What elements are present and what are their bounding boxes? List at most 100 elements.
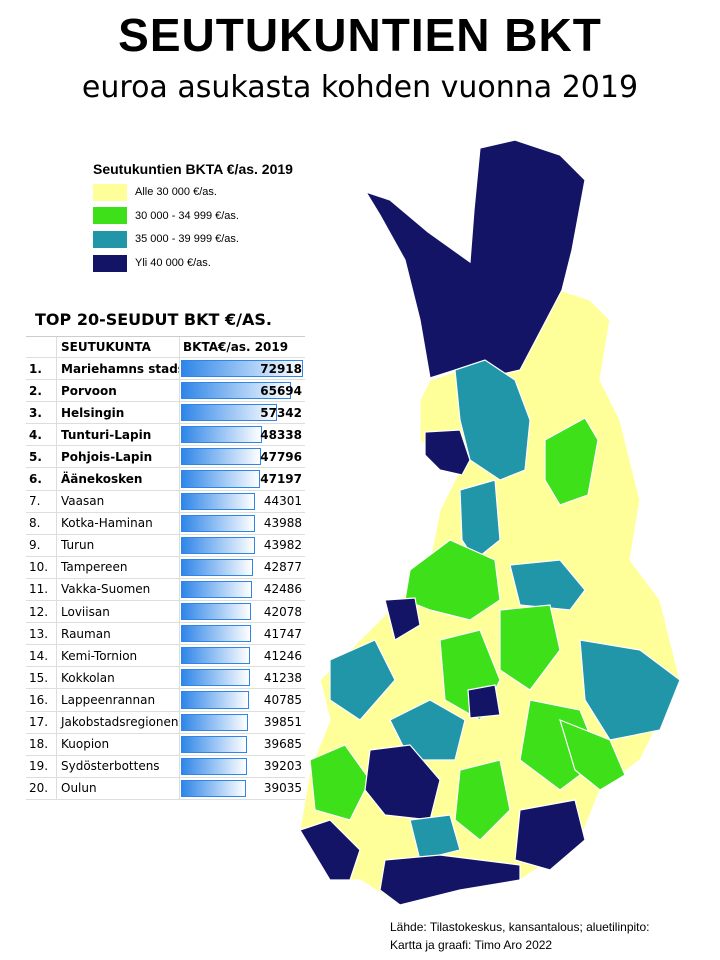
- value: 39685: [263, 737, 302, 752]
- region-name: Kemi-Tornion: [57, 645, 180, 667]
- value-cell: 41246: [180, 645, 305, 666]
- data-bar: [181, 426, 262, 444]
- value-cell: 41747: [180, 623, 305, 644]
- region-name: Sydösterbottens: [57, 755, 180, 777]
- rank: 20.: [26, 777, 57, 799]
- table-row: 4. Tunturi-Lapin 48338: [26, 424, 305, 447]
- value-cell: 47197: [180, 468, 305, 489]
- region: [424, 429, 471, 476]
- rank: 10.: [26, 556, 57, 578]
- rank: 6.: [26, 468, 57, 490]
- table-row: 3. Helsingin 57342: [26, 402, 305, 425]
- region: [329, 639, 396, 721]
- value-cell: 40785: [180, 689, 305, 710]
- header-cell: [26, 337, 57, 357]
- table-row: 11. Vakka-Suomen 42486: [26, 578, 305, 602]
- data-bar: [181, 647, 250, 665]
- region: [499, 604, 561, 691]
- data-bar: [181, 536, 255, 554]
- data-bar: [181, 514, 255, 532]
- table-row: 16. Lappeenrannan 40785: [26, 689, 305, 712]
- table-row: 18. Kuopion 39685: [26, 733, 305, 756]
- legend-label: 35 000 - 39 999 €/as.: [135, 233, 239, 246]
- rank: 15.: [26, 667, 57, 689]
- table-title: TOP 20-SEUDUT BKT €/AS.: [35, 310, 272, 329]
- table: SEUTUKUNTA BKTA€/as. 2019 1. Mariehamns sta…: [26, 336, 305, 800]
- header-cell: SEUTUKUNTA: [57, 337, 180, 357]
- value: 43988: [263, 516, 302, 531]
- data-bar: [181, 691, 250, 709]
- value: 39851: [263, 715, 302, 730]
- data-bar: [181, 360, 303, 378]
- value-cell: 42877: [180, 557, 305, 578]
- region: [559, 718, 626, 791]
- value-cell: 72918: [180, 358, 305, 379]
- region-name: Porvoon: [57, 380, 180, 402]
- value: 42877: [263, 560, 302, 575]
- rank: 12.: [26, 601, 57, 623]
- source: Kartta ja graafi: Timo Aro 2022: [390, 938, 553, 952]
- table-row: 7. Vaasan 44301: [26, 490, 305, 513]
- region: [459, 479, 501, 561]
- region-name: Pohjois-Lapin: [57, 446, 180, 468]
- table-row: 1. Mariehamns stads 72918: [26, 358, 305, 381]
- region: [454, 759, 511, 841]
- value: 44301: [263, 494, 302, 509]
- table-header: SEUTUKUNTA BKTA€/as. 2019: [26, 337, 305, 358]
- region-name: Kuopion: [57, 733, 180, 755]
- rank: 2.: [26, 380, 57, 402]
- legend-item: Alle 30 000 €/as.: [93, 183, 217, 201]
- legend-item: 35 000 - 39 999 €/as.: [93, 230, 239, 248]
- data-bar: [181, 603, 252, 621]
- data-bar: [181, 448, 261, 466]
- rank: 4.: [26, 424, 57, 446]
- value-cell: 41238: [180, 667, 305, 688]
- legend-swatch: [93, 207, 127, 225]
- header-cell: BKTA€/as. 2019: [183, 340, 289, 354]
- data-bar: [181, 558, 253, 576]
- rank: 5.: [26, 446, 57, 468]
- rank: 7.: [26, 490, 57, 512]
- rank: 1.: [26, 358, 57, 380]
- region-name: Lappeenrannan: [57, 689, 180, 711]
- value-cell: 39685: [180, 734, 305, 755]
- value-cell: 39851: [180, 712, 305, 733]
- data-bar: [181, 625, 251, 643]
- subtitle: euroa asukasta kohden vuonna 2019: [81, 70, 639, 105]
- value: 39203: [263, 759, 302, 774]
- region: [509, 559, 586, 611]
- value-cell: 47796: [180, 446, 305, 467]
- value: 42078: [263, 604, 302, 619]
- value-cell: 39035: [180, 778, 305, 799]
- rank: 17.: [26, 711, 57, 733]
- region-name: Äänekosken: [57, 468, 180, 490]
- data-bar: [181, 779, 247, 797]
- rank: 19.: [26, 755, 57, 777]
- rank: 16.: [26, 689, 57, 711]
- region: [544, 417, 599, 506]
- data-bar: [181, 669, 250, 687]
- legend-swatch: [93, 230, 127, 248]
- rank: 9.: [26, 534, 57, 556]
- value: 57342: [260, 405, 302, 420]
- value-cell: 42078: [180, 601, 305, 622]
- region-name: Loviisan: [57, 601, 180, 623]
- table-row: 15. Kokkolan 41238: [26, 667, 305, 690]
- table-row: 6. Äänekosken 47197: [26, 468, 305, 491]
- region-name: Tunturi-Lapin: [57, 424, 180, 446]
- region: [384, 597, 421, 641]
- value: 41747: [263, 626, 302, 641]
- value-cell: 42486: [180, 579, 305, 600]
- table-row: 19. Sydösterbottens 39203: [26, 755, 305, 778]
- value-cell: 44301: [180, 491, 305, 512]
- table-row: 14. Kemi-Tornion 41246: [26, 645, 305, 668]
- data-bar: [181, 757, 247, 775]
- region-name: Rauman: [57, 623, 180, 645]
- source: Lähde: Tilastokeskus, kansantalous; alue…: [390, 920, 650, 934]
- value: 43982: [263, 538, 302, 553]
- table-row: 8. Kotka-Haminan 43988: [26, 512, 305, 535]
- value: 47796: [260, 449, 302, 464]
- table-row: 2. Porvoon 65694: [26, 380, 305, 403]
- data-bar: [181, 382, 291, 400]
